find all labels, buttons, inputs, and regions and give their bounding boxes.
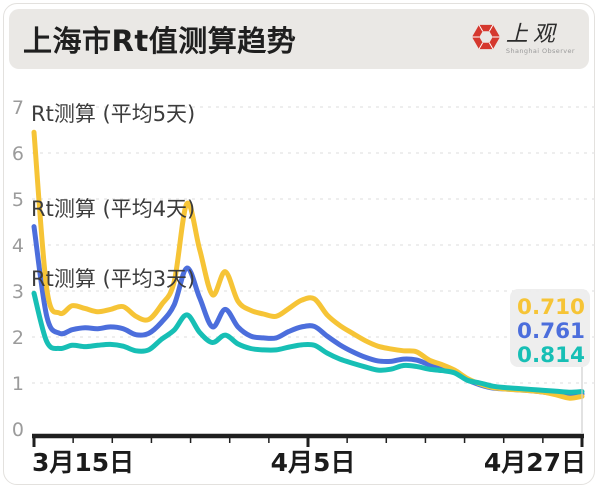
series-label: Rt测算 (平均4天) [31, 197, 195, 221]
logo-text: 上观 Shanghai Observer [505, 21, 575, 55]
page-title: 上海市Rt值测算趋势 [23, 24, 297, 58]
y-axis-label: 2 [12, 327, 24, 349]
rt-trend-chart-svg[interactable]: 0 1 2 3 4 5 6 7 3月15日 4月5日 4月27日 Rt测算 (平均5天) Rt测算 (平… [4, 74, 600, 491]
y-axis-label: 5 [12, 189, 24, 211]
series-line-3 [31, 290, 585, 395]
series-label: Rt测算 (平均5天) [31, 102, 195, 126]
x-axis-date-label: 4月5日 [271, 448, 356, 477]
tooltip-box [510, 289, 590, 367]
tooltip-value: 0.710 [517, 295, 585, 320]
logo: 上观 Shanghai Observer [471, 21, 575, 55]
logo-name-cn: 上观 [505, 21, 560, 47]
x-axis-date-label: 3月15日 [32, 448, 134, 477]
logo-name-en: Shanghai Observer [505, 46, 575, 55]
series-line-1 [31, 129, 585, 401]
tooltip-value: 0.814 [517, 343, 585, 368]
chart-header: 上海市Rt值测算趋势 上观 Shanghai Observer [9, 9, 589, 69]
x-axis-date-label: 4月27日 [484, 448, 586, 477]
shangguan-hexagon-icon [471, 23, 500, 55]
y-axis-label: 4 [12, 235, 24, 257]
y-axis-label: 7 [12, 97, 24, 119]
series-label: Rt测算 (平均3天) [31, 267, 195, 291]
chart-card: 上海市Rt值测算趋势 上观 Shanghai Observer 0 1 2 3 4 5 6 7… [3, 3, 596, 485]
tooltip-value: 0.761 [517, 319, 585, 344]
series-line-2 [31, 224, 585, 399]
y-axis-label: 6 [12, 143, 24, 165]
y-axis-label: 3 [12, 281, 24, 303]
rt-trend-chart[interactable]: 0 1 2 3 4 5 6 7 3月15日 4月5日 4月27日 Rt测算 (平均5天) Rt测算 (平… [4, 74, 600, 491]
y-axis-label: 1 [12, 373, 24, 395]
y-axis-label: 0 [12, 419, 24, 441]
